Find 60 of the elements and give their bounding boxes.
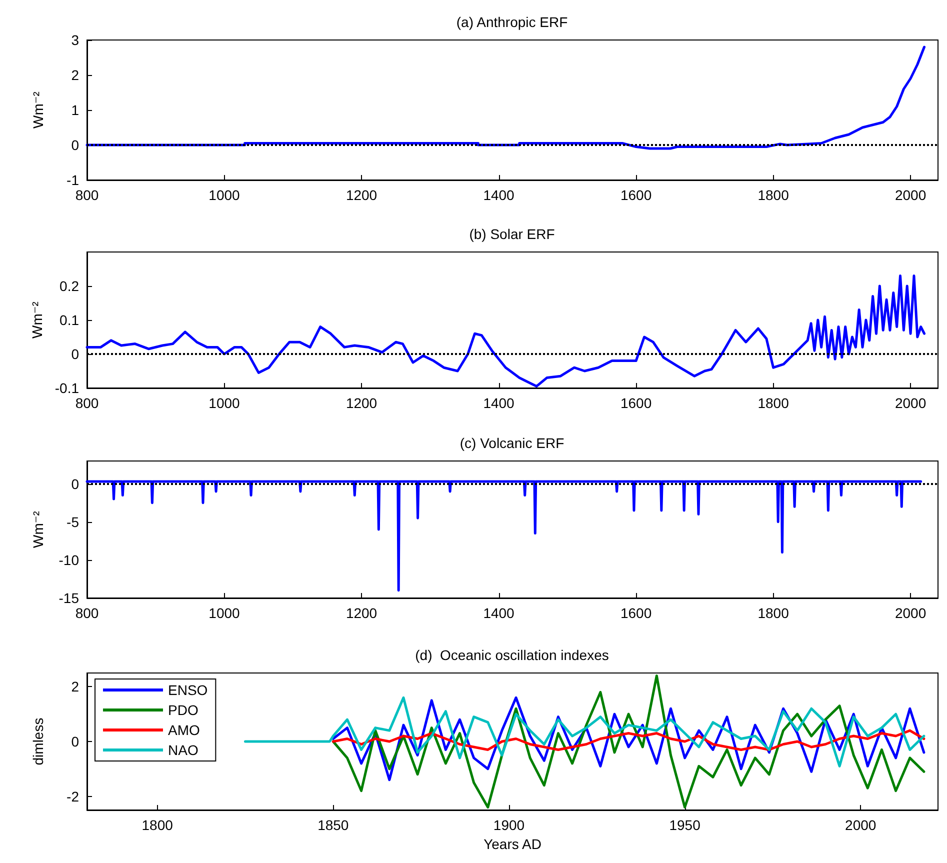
- y-tick-label: 0: [71, 346, 80, 362]
- x-tick-label: 1950: [669, 817, 701, 833]
- line-series: [86, 480, 922, 592]
- x-tick-label: 800: [75, 605, 99, 621]
- legend-label: PDO: [168, 702, 198, 718]
- x-tick-label: 800: [75, 187, 99, 203]
- x-tick-label: 1400: [483, 187, 515, 203]
- x-tick-label: 1900: [493, 817, 525, 833]
- line-series: [332, 674, 926, 809]
- x-tick-label: 1600: [620, 187, 652, 203]
- y-tick-label: 0: [71, 476, 80, 492]
- x-tick-label: 2000: [845, 817, 876, 833]
- y-tick-label: -15: [58, 590, 80, 606]
- y-tick-label: 0: [71, 734, 80, 750]
- x-tick-label: 2000: [894, 395, 926, 411]
- x-tick-label: 2000: [894, 605, 926, 621]
- x-tick-label: 800: [75, 395, 99, 411]
- y-axis-title: Wm⁻²: [30, 510, 46, 548]
- x-tick-label: 1400: [483, 605, 515, 621]
- legend-label: NAO: [168, 742, 198, 758]
- x-tick-label: 1400: [483, 395, 515, 411]
- y-tick-label: 0.2: [60, 278, 80, 294]
- x-tick-label: 1200: [346, 395, 378, 411]
- x-tick-label: 1800: [758, 187, 790, 203]
- x-tick-label: 1800: [758, 395, 790, 411]
- y-tick-label: -1: [66, 172, 80, 188]
- y-tick-label: -5: [66, 514, 80, 530]
- x-tick-label: 1600: [620, 605, 652, 621]
- x-tick-label: 1200: [346, 187, 378, 203]
- y-tick-label: 2: [71, 67, 80, 83]
- y-axis-title: Wm⁻²: [28, 301, 45, 338]
- legend-label: AMO: [168, 722, 200, 738]
- legend-label: ENSO: [168, 682, 208, 698]
- x-tick-label: 1850: [318, 817, 349, 833]
- y-tick-label: 0.1: [60, 312, 80, 328]
- y-tick-label: 3: [71, 32, 80, 48]
- y-tick-label: 0: [71, 137, 80, 153]
- x-tick-label: 1000: [208, 605, 240, 621]
- x-tick-label: 1000: [208, 395, 240, 411]
- y-tick-label: 2: [71, 678, 80, 695]
- x-tick-label: 2000: [894, 187, 926, 203]
- chart-title: (a) Anthropic ERF: [456, 14, 568, 30]
- line-series: [244, 696, 926, 768]
- x-tick-label: 1000: [208, 187, 240, 203]
- x-tick-label: 1800: [758, 605, 790, 621]
- y-tick-label: -2: [66, 788, 80, 804]
- y-tick-label: 1: [71, 102, 80, 118]
- chart-title: (c) Volcanic ERF: [460, 435, 564, 451]
- x-tick-label: 1800: [142, 817, 174, 833]
- line-series: [332, 729, 926, 751]
- chart-title: (b) Solar ERF: [469, 226, 555, 242]
- x-tick-label: 1200: [346, 605, 378, 621]
- line-series: [86, 274, 926, 388]
- y-tick-label: -0.1: [54, 380, 80, 396]
- y-axis-title: Wm⁻²: [30, 91, 46, 128]
- y-tick-label: -10: [58, 552, 80, 568]
- chart-title: (d) Oceanic oscillation indexes: [415, 647, 609, 663]
- x-axis-title: Years AD: [484, 836, 542, 852]
- y-axis-title: dimless: [30, 718, 46, 766]
- x-tick-label: 1600: [620, 395, 652, 411]
